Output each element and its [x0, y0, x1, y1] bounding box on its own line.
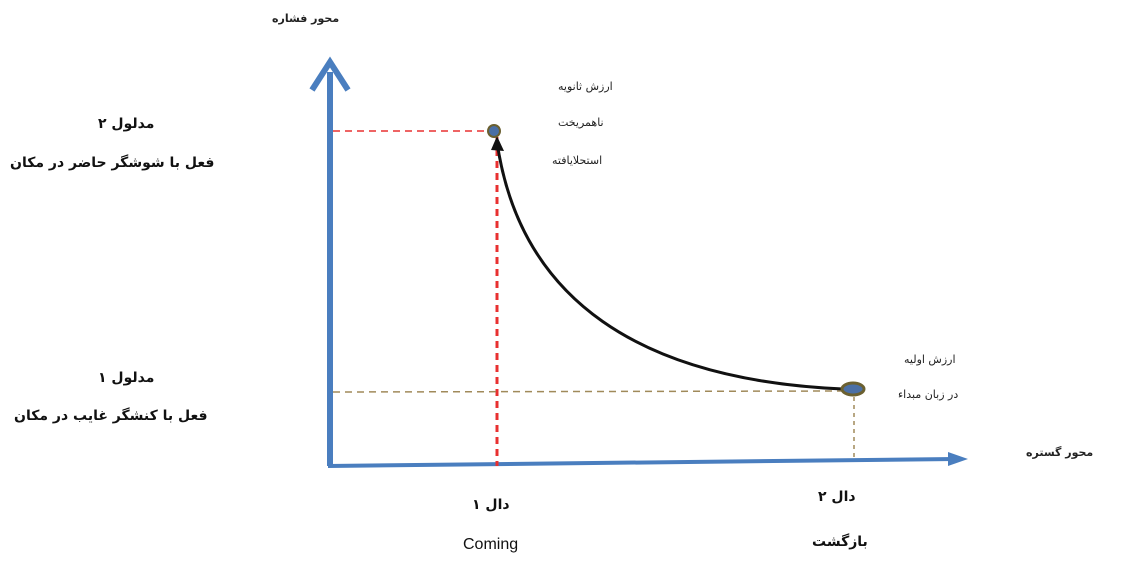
transition-curve: [495, 141, 844, 391]
signifier-1-label: دال ۱: [472, 497, 510, 513]
primary-value-point: [840, 381, 866, 397]
x-axis-arrow: [948, 452, 968, 466]
secondary-value-line-3: استحلایافته: [552, 154, 603, 167]
signified-2-title: مدلول ۲: [98, 116, 155, 132]
signifier-1-gloss: Coming: [463, 536, 519, 553]
signifier-2-label: دال ۲: [818, 489, 856, 505]
y-axis-label: محور فشاره: [272, 12, 340, 25]
signified-1-guide: [332, 390, 844, 393]
secondary-value-line-1: ارزش ثانویه: [558, 80, 613, 93]
signified-1-desc: فعل با کنشگر غایب در مکان: [14, 408, 208, 424]
x-axis: [327, 457, 956, 468]
curve-arrowhead: [491, 136, 504, 151]
primary-value-line-2: در زبان مبداء: [898, 388, 959, 401]
x-axis-label: محور گستره: [1026, 446, 1094, 459]
secondary-value-point: [487, 124, 501, 138]
signified-1-title: مدلول ۱: [98, 370, 155, 386]
signifier-2-gloss: بازگشت: [812, 534, 868, 550]
y-axis-arrow: [309, 56, 351, 92]
signified-2-desc: فعل با شوشگر حاضر در مکان: [10, 155, 215, 171]
primary-value-line-1: ارزش اولیه: [904, 353, 956, 366]
secondary-value-line-2: ناهمریخت: [558, 116, 604, 129]
